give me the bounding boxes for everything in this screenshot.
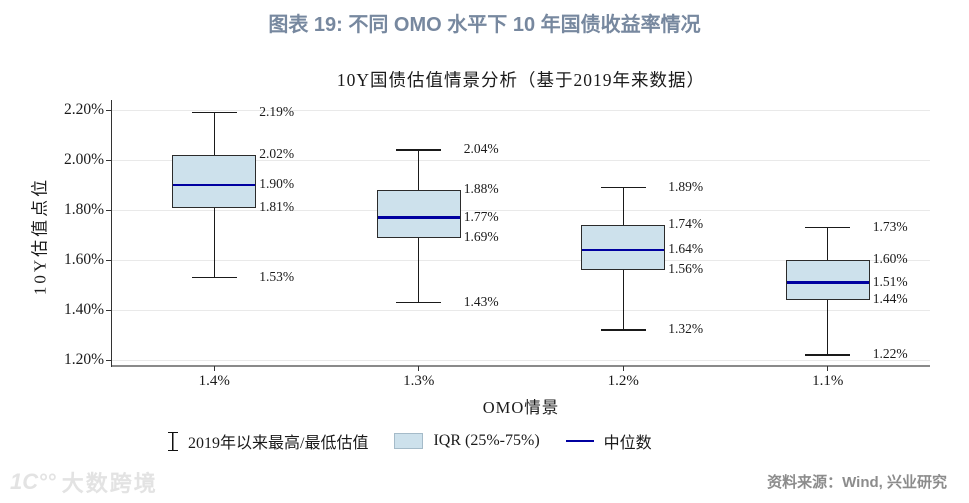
median-line-icon (565, 439, 594, 443)
gridline (112, 109, 930, 111)
iqr-swatch-icon (394, 433, 424, 449)
x-tick (827, 366, 829, 371)
legend-label: 2019年以来最高/最低估值 (188, 435, 369, 452)
whisker-cap-max (191, 111, 237, 114)
value-label-q3: 1.88% (463, 181, 499, 196)
y-axis-title: 10Y估值点位 (30, 176, 50, 296)
whisker-cap-min (191, 276, 237, 279)
iqr-box (172, 155, 257, 208)
whisker-cap-max (396, 149, 442, 151)
x-tick-label: 1.3% (403, 373, 435, 389)
x-tick-label: 1.2% (607, 373, 639, 389)
gridline (112, 359, 930, 361)
value-label-q3: 1.60% (872, 251, 908, 266)
median-line (377, 216, 460, 219)
whisker-cap-min (396, 301, 442, 304)
whisker-upper (213, 112, 215, 155)
whisker-icon (168, 431, 178, 451)
iqr-box (785, 260, 870, 300)
chart-title: 10Y国债估值情景分析（基于2019年来数据） (336, 70, 706, 90)
x-tick (622, 366, 624, 371)
iqr-box (581, 225, 666, 270)
whisker-upper (827, 227, 829, 260)
value-label-median: 1.90% (259, 176, 295, 191)
x-tick-label: 1.1% (812, 373, 844, 389)
value-label-q3: 1.74% (668, 216, 704, 231)
value-label-min: 1.43% (463, 293, 499, 309)
y-tick (106, 209, 112, 211)
value-label-min: 1.32% (668, 321, 704, 336)
watermark-logo: 1C°° (10, 469, 56, 494)
median-line (582, 248, 665, 252)
value-label-q1: 1.81% (259, 198, 295, 214)
value-label-q1: 1.56% (668, 261, 704, 276)
watermark: 1C°° 大数跨境 (10, 466, 158, 498)
gridline (112, 209, 930, 211)
whisker-lower (213, 207, 215, 278)
whisker-cap-min (600, 329, 646, 331)
y-tick (106, 309, 112, 311)
y-tick (106, 109, 112, 111)
legend-label: 中位数 (603, 435, 652, 452)
whisker-lower (418, 237, 420, 303)
legend-label: IQR (25%-75%) (433, 432, 540, 449)
gridline (112, 259, 930, 261)
source-note: 资料来源：Wind, 兴业研究 (767, 474, 947, 491)
x-axis-title: OMO情景 (482, 398, 560, 417)
value-label-median: 1.77% (463, 208, 499, 224)
y-tick-label: 1.80% (63, 201, 104, 218)
value-label-max: 2.04% (463, 141, 499, 156)
gridline (112, 159, 930, 161)
whisker-cap-max (805, 226, 851, 229)
page-title: 图表 19: 不同 OMO 水平下 10 年国债收益率情况 (268, 14, 701, 36)
value-label-min: 1.22% (872, 346, 908, 361)
y-tick-label: 2.00% (63, 151, 104, 168)
value-label-median: 1.64% (668, 241, 704, 256)
gridline (112, 309, 930, 311)
whisker-upper (622, 187, 624, 225)
x-axis-line (112, 364, 930, 367)
y-tick-label: 1.60% (63, 251, 104, 268)
y-tick (106, 359, 112, 361)
whisker-lower (827, 300, 829, 355)
whisker-upper (418, 150, 420, 190)
whisker-cap-min (805, 354, 851, 356)
value-label-max: 1.89% (668, 178, 704, 194)
watermark-text: 大数跨境 (61, 471, 158, 496)
value-label-q1: 1.69% (463, 228, 499, 244)
x-tick (418, 366, 420, 371)
whisker-cap-max (600, 186, 646, 189)
x-tick (213, 366, 215, 371)
median-line (786, 281, 869, 284)
value-label-min: 1.53% (259, 268, 295, 284)
legend-item-iqr: IQR (25%-75%) (394, 432, 540, 450)
y-tick (106, 159, 112, 161)
y-tick-label: 1.40% (63, 301, 104, 318)
y-axis-line (110, 100, 112, 367)
value-label-q1: 1.44% (872, 291, 908, 306)
y-tick-label: 2.20% (63, 101, 104, 118)
x-tick-label: 1.4% (198, 373, 230, 389)
median-line (173, 183, 256, 187)
y-tick (106, 259, 112, 261)
legend: 2019年以来最高/最低估值 IQR (25%-75%) 中位数 (168, 429, 652, 453)
y-tick-label: 1.20% (63, 351, 104, 368)
value-label-max: 1.73% (872, 218, 908, 234)
value-label-q3: 2.02% (259, 146, 295, 161)
legend-item-whisker: 2019年以来最高/最低估值 (168, 429, 368, 453)
whisker-lower (622, 270, 624, 330)
value-label-max: 2.19% (259, 103, 295, 119)
legend-item-median: 中位数 (565, 429, 652, 453)
value-label-median: 1.51% (872, 273, 908, 289)
iqr-box (376, 190, 461, 238)
